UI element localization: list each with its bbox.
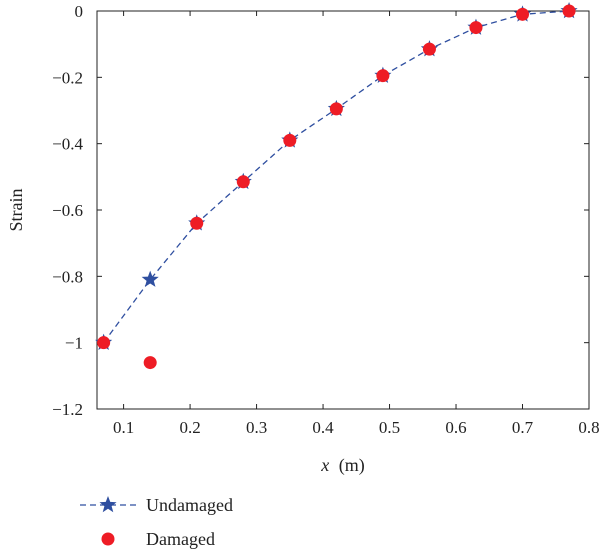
x-tick-label: 0.7 [512,418,534,437]
damaged-point [143,356,157,370]
legend: Undamaged Damaged [78,488,233,556]
legend-swatch-undamaged [80,496,136,513]
legend-damaged-dot [101,532,115,546]
x-tick-label: 0.4 [312,418,334,437]
y-tick-label: 0 [75,2,84,21]
damaged-point [469,21,483,35]
y-tick-label: −1.2 [52,400,83,419]
damaged-markers [97,4,576,370]
undamaged-point [141,270,159,287]
damaged-point [516,7,530,21]
undamaged-series-line [103,10,570,344]
y-tick-label: −0.2 [52,68,83,87]
plot-frame [96,10,590,410]
legend-swatch-damaged [101,532,115,546]
legend-label-undamaged: Undamaged [146,494,233,515]
x-axis-label-var: x [320,455,329,475]
damaged-point [376,69,390,83]
x-tick-label: 0.8 [578,418,599,437]
undamaged-markers [95,2,578,350]
x-tick-label: 0.6 [445,418,466,437]
x-axis-label-unit: (m) [339,455,365,476]
damaged-point [190,216,204,230]
y-tick-label: −0.8 [52,267,83,286]
undamaged-line [103,10,570,344]
damaged-point [422,42,436,56]
damaged-point [283,133,297,147]
legend-item-damaged: Damaged [78,522,233,556]
legend-label-damaged: Damaged [146,528,215,549]
damaged-point [97,336,111,350]
y-tick-label: −0.4 [52,135,83,154]
axis-ticks: 0.1 0.2 0.3 0.4 0.5 0.6 0.7 0.8 0 −0.2 −0.4 −0.6 −0.… [52,2,599,437]
y-axis-label: Strain [6,189,26,232]
damaged-point [236,175,250,189]
x-tick-label: 0.3 [246,418,267,437]
damaged-point [329,102,343,116]
x-tick-label: 0.2 [179,418,200,437]
x-tick-label: 0.5 [379,418,400,437]
x-tick-label: 0.1 [113,418,134,437]
y-tick-label: −1 [65,334,83,353]
legend-item-undamaged: Undamaged [78,488,233,522]
x-axis-label: x (m) [320,455,365,476]
legend-undamaged-star [99,496,117,513]
damaged-point [562,4,576,18]
y-tick-label: −0.6 [52,201,83,220]
